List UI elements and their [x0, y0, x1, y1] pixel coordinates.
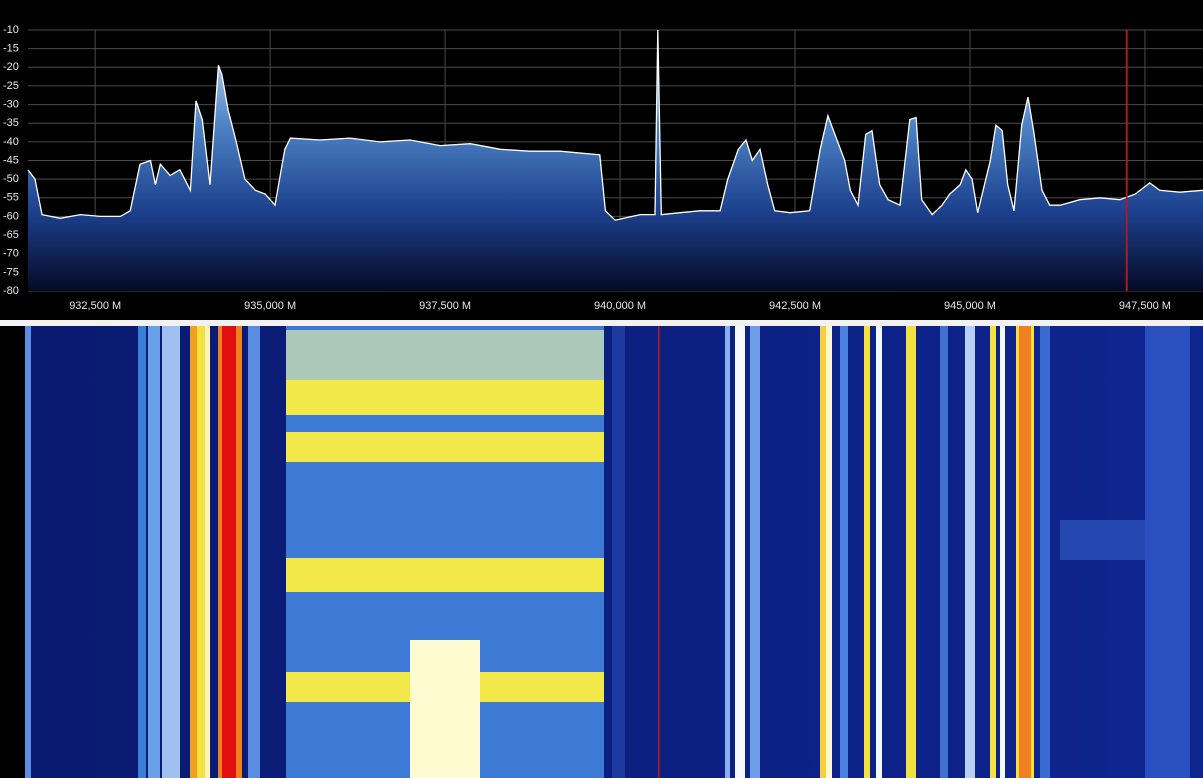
- y-tick-label: -25: [3, 80, 19, 92]
- band: [286, 558, 604, 592]
- band: [286, 380, 604, 415]
- stripe: [965, 326, 975, 778]
- stripe: [906, 326, 916, 778]
- stripe: [138, 326, 146, 778]
- x-tick-label: 942,500 M: [769, 300, 821, 312]
- stripe: [197, 326, 205, 778]
- y-tick-label: -20: [3, 61, 19, 73]
- y-tick-label: -40: [3, 136, 19, 148]
- patch: [1060, 520, 1145, 560]
- x-tick-label: 940,000 M: [594, 300, 646, 312]
- stripe: [190, 326, 197, 778]
- y-tick-label: -10: [3, 24, 19, 36]
- stripe: [218, 326, 222, 778]
- y-tick-label: -30: [3, 98, 19, 110]
- stripe: [826, 326, 832, 778]
- stripe: [658, 326, 660, 778]
- y-tick-label: -70: [3, 248, 19, 260]
- stripe: [25, 326, 31, 778]
- stripe: [876, 326, 882, 778]
- stripe: [990, 326, 996, 778]
- band: [286, 432, 604, 462]
- stripe: [820, 326, 826, 778]
- stripe: [864, 326, 870, 778]
- stripe: [1145, 326, 1190, 778]
- x-tick-label: 935,000 M: [244, 300, 296, 312]
- stripe: [940, 326, 948, 778]
- y-tick-label: -60: [3, 210, 19, 222]
- y-tick-label: -35: [3, 117, 19, 129]
- x-tick-label: 945,000 M: [944, 300, 996, 312]
- band: [286, 330, 604, 380]
- stripe: [1019, 326, 1031, 778]
- x-tick-label: 932,500 M: [69, 300, 121, 312]
- y-tick-label: -50: [3, 173, 19, 185]
- spectrum-area: [28, 30, 1203, 291]
- y-tick-label: -15: [3, 43, 19, 55]
- y-tick-label: -75: [3, 266, 19, 278]
- stripe: [750, 326, 760, 778]
- stripe: [1031, 326, 1034, 778]
- stripe: [1016, 326, 1019, 778]
- spectrum-line: [27, 29, 1203, 221]
- stripe: [148, 326, 160, 778]
- stripe: [248, 326, 260, 778]
- stripe: [236, 326, 242, 778]
- stripe: [735, 326, 745, 778]
- stripe: [840, 326, 848, 778]
- y-tick-label: -65: [3, 229, 19, 241]
- blob: [410, 640, 480, 778]
- stripe: [725, 326, 730, 778]
- stripe: [222, 326, 236, 778]
- stripe: [1000, 326, 1005, 778]
- y-tick-label: -80: [3, 285, 19, 297]
- y-tick-label: -45: [3, 154, 19, 166]
- separator: [0, 320, 1203, 326]
- stripe: [205, 326, 210, 778]
- stripe: [612, 326, 625, 778]
- y-tick-label: -55: [3, 192, 19, 204]
- x-tick-label: 937,500 M: [419, 300, 471, 312]
- x-tick-label: 947,500 M: [1119, 300, 1171, 312]
- stripe: [162, 326, 180, 778]
- waterfall: [25, 326, 1203, 778]
- stripe: [1040, 326, 1050, 778]
